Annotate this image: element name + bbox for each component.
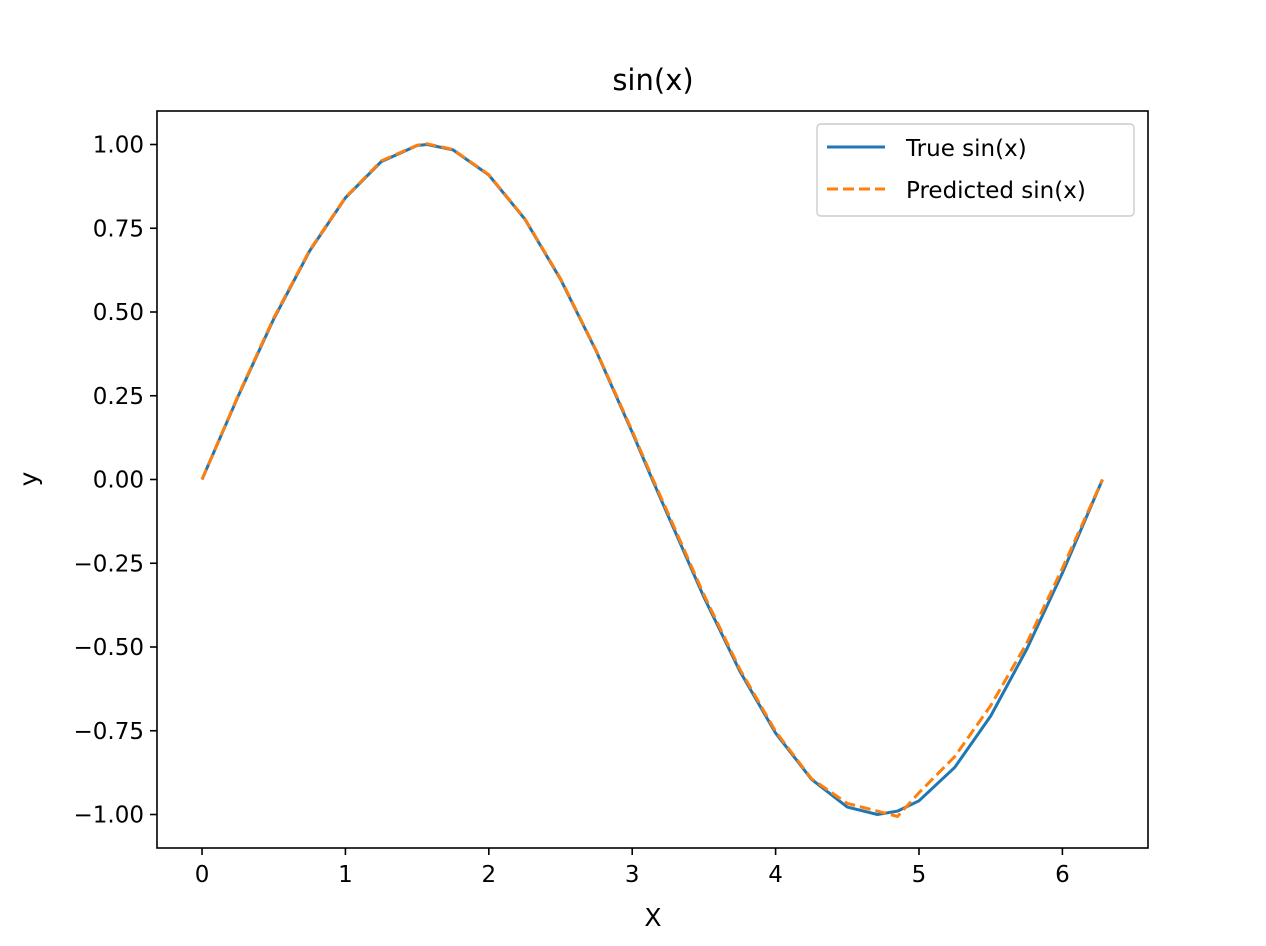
y-tick-label: −1.00 [74, 803, 144, 829]
chart-title: sin(x) [612, 63, 693, 97]
legend: True sin(x) Predicted sin(x) [816, 123, 1135, 217]
y-tick-label: 1.00 [93, 133, 144, 159]
y-tick-label: 0.50 [93, 300, 144, 326]
y-tick-label: 0.75 [93, 216, 144, 242]
legend-box [816, 123, 1135, 217]
y-tick-label: −0.75 [74, 719, 144, 745]
x-tick-label: 5 [912, 862, 927, 888]
y-tick-label: −0.50 [74, 635, 144, 661]
x-axis-label: X [644, 903, 661, 932]
x-tick-label: 2 [481, 862, 496, 888]
plot-lines [200, 142, 1104, 818]
x-tick-label: 1 [338, 862, 353, 888]
series-line-predicted-sin [200, 142, 1104, 818]
x-tick-label: 0 [195, 862, 210, 888]
x-tick-label: 4 [768, 862, 783, 888]
y-axis-label: y [14, 471, 43, 486]
legend-label-true: True sin(x) [905, 136, 1027, 162]
y-tick-label: −0.25 [74, 551, 144, 577]
legend-label-predicted: Predicted sin(x) [906, 178, 1086, 204]
x-tick-label: 3 [625, 862, 640, 888]
y-tick-label: 0.25 [93, 384, 144, 410]
x-axis-ticks: 0 1 2 3 4 5 6 [195, 848, 1070, 888]
y-tick-label: 0.00 [93, 468, 144, 494]
y-axis-ticks: 1.00 0.75 0.50 0.25 0.00 −0.25 −0.50 −0.75 −1.00 [74, 133, 157, 829]
x-tick-label: 6 [1055, 862, 1070, 888]
